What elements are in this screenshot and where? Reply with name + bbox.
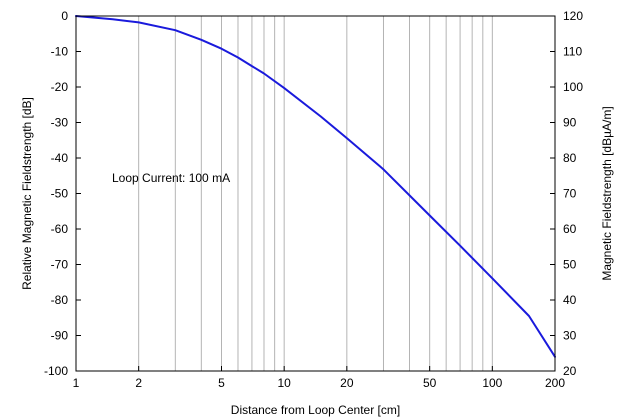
y2-tick-label: 60 xyxy=(563,222,577,236)
x-axis-label: Distance from Loop Center [cm] xyxy=(231,403,400,417)
y-tick-label: -40 xyxy=(51,151,69,165)
y2-tick-label: 40 xyxy=(563,293,577,307)
y-tick-label: 0 xyxy=(61,9,68,23)
loop-current-annotation: Loop Current: 100 mA xyxy=(112,171,230,185)
y-tick-label: -10 xyxy=(51,45,69,59)
x-tick-label: 50 xyxy=(423,376,437,390)
y2-tick-label: 70 xyxy=(563,187,577,201)
x-tick-label: 100 xyxy=(482,376,502,390)
y2-tick-label: 110 xyxy=(563,45,582,59)
y-axis-left: 0 -10 -20 -30 -40 -50 -60 -70 -80 -90 -100 xyxy=(44,9,81,378)
y-tick-label: -80 xyxy=(51,293,69,307)
x-axis: 1 2 5 10 20 50 100 200 xyxy=(73,366,565,390)
y-tick-label: -90 xyxy=(51,329,69,343)
x-tick-label: 10 xyxy=(277,376,291,390)
grid-lines xyxy=(138,16,493,371)
x-tick-label: 200 xyxy=(545,376,565,390)
y2-tick-label: 80 xyxy=(563,151,577,165)
y-tick-label: -70 xyxy=(51,258,69,272)
y2-tick-label: 30 xyxy=(563,329,577,343)
y2-tick-label: 50 xyxy=(563,258,577,272)
y-tick-label: -60 xyxy=(51,222,69,236)
y-tick-label: -30 xyxy=(51,116,69,130)
y-tick-label: -50 xyxy=(51,187,69,201)
y2-axis-label: Magnetic Fieldstrength [dBµA/m] xyxy=(600,106,614,280)
y-tick-label: -20 xyxy=(51,80,69,94)
x-tick-label: 2 xyxy=(135,376,142,390)
series-line xyxy=(75,15,556,358)
y2-tick-label: 20 xyxy=(563,364,577,378)
series-layer xyxy=(75,15,556,358)
y2-tick-label: 100 xyxy=(563,80,583,94)
plot-area xyxy=(76,16,555,371)
y2-tick-label: 90 xyxy=(563,116,577,130)
x-tick-label: 1 xyxy=(73,376,80,390)
x-tick-label: 5 xyxy=(218,376,225,390)
y-axis-label: Relative Magnetic Fieldstrength [dB] xyxy=(20,97,34,290)
y-axis-right: 120 110 100 90 80 70 60 50 40 30 20 xyxy=(550,9,583,378)
x-tick-label: 20 xyxy=(340,376,354,390)
y-tick-label: -100 xyxy=(44,364,68,378)
y2-tick-label: 120 xyxy=(563,9,583,23)
